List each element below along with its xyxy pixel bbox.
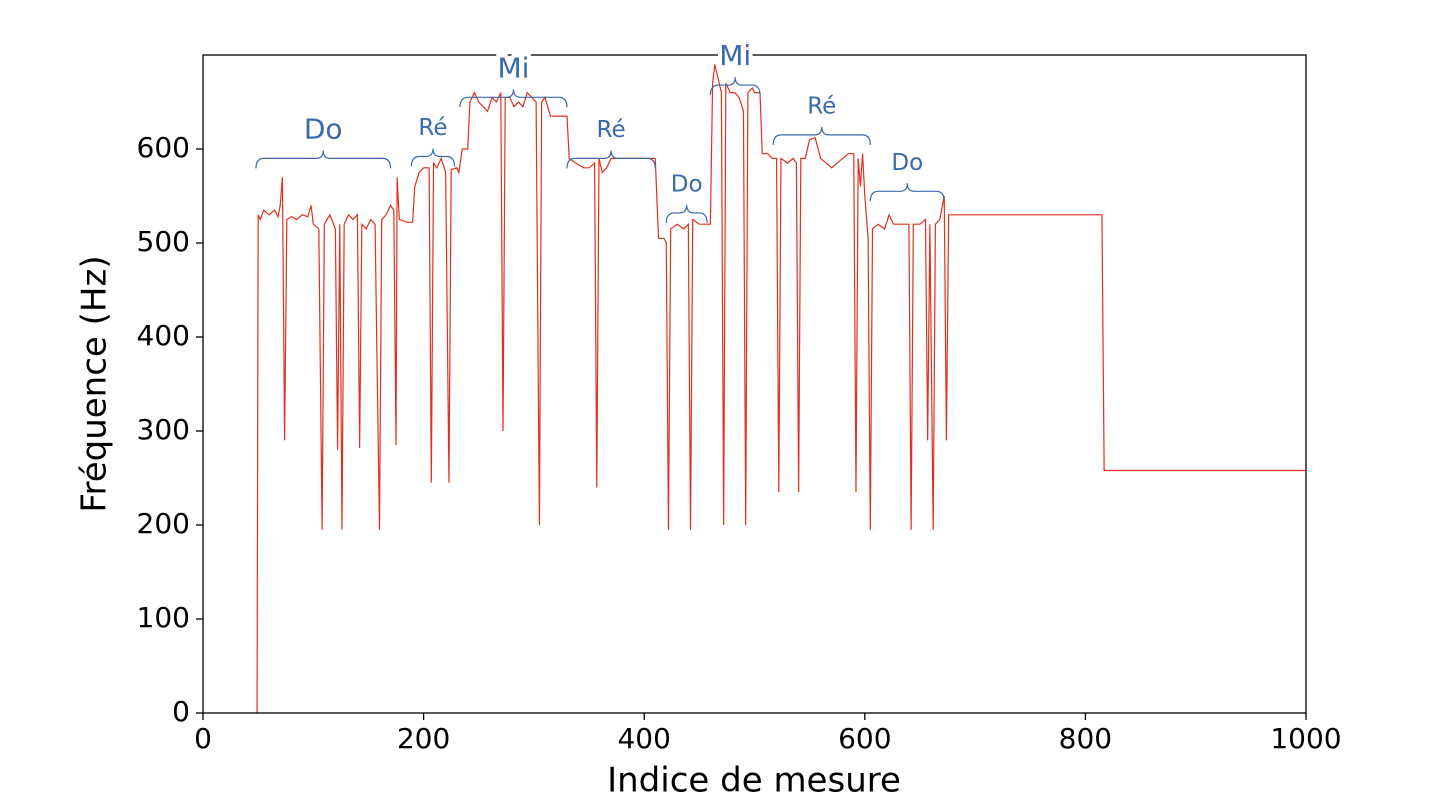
x-axis-label: Indice de mesure xyxy=(607,761,901,801)
annotation-label: Do xyxy=(671,171,703,197)
x-tick-label: 600 xyxy=(838,722,891,755)
y-tick-label: 400 xyxy=(137,319,190,352)
annotation-label: Ré xyxy=(597,117,626,143)
annotation-brace xyxy=(665,204,708,223)
annotation-label: Mi xyxy=(719,39,751,72)
annotation-brace xyxy=(772,126,871,145)
y-axis-label: Fréquence (Hz) xyxy=(75,255,115,512)
annotation-label: Ré xyxy=(418,115,447,141)
annotation-label: Do xyxy=(304,112,343,145)
x-tick-label: 200 xyxy=(397,722,450,755)
x-tick-label: 0 xyxy=(194,722,212,755)
annotation-brace xyxy=(255,150,392,169)
annotation-brace xyxy=(459,89,568,108)
y-tick-label: 200 xyxy=(137,507,190,540)
annotation-brace xyxy=(709,77,761,96)
annotation-brace xyxy=(869,183,945,202)
plot-frame xyxy=(202,54,1307,714)
y-tick-label: 0 xyxy=(172,695,190,728)
data-line xyxy=(256,64,1306,714)
y-tick-label: 300 xyxy=(137,413,190,446)
y-tick-label: 100 xyxy=(137,601,190,634)
annotation-brace xyxy=(410,148,456,167)
annotation-label: Do xyxy=(891,150,923,176)
x-tick-label: 800 xyxy=(1059,722,1112,755)
annotation-label: Mi xyxy=(498,51,530,84)
y-tick-label: 500 xyxy=(137,225,190,258)
x-tick-label: 400 xyxy=(617,722,670,755)
annotation-label: Ré xyxy=(807,93,836,119)
x-tick-label: 1000 xyxy=(1270,722,1341,755)
annotation-brace xyxy=(566,150,656,169)
y-tick-label: 600 xyxy=(137,131,190,164)
